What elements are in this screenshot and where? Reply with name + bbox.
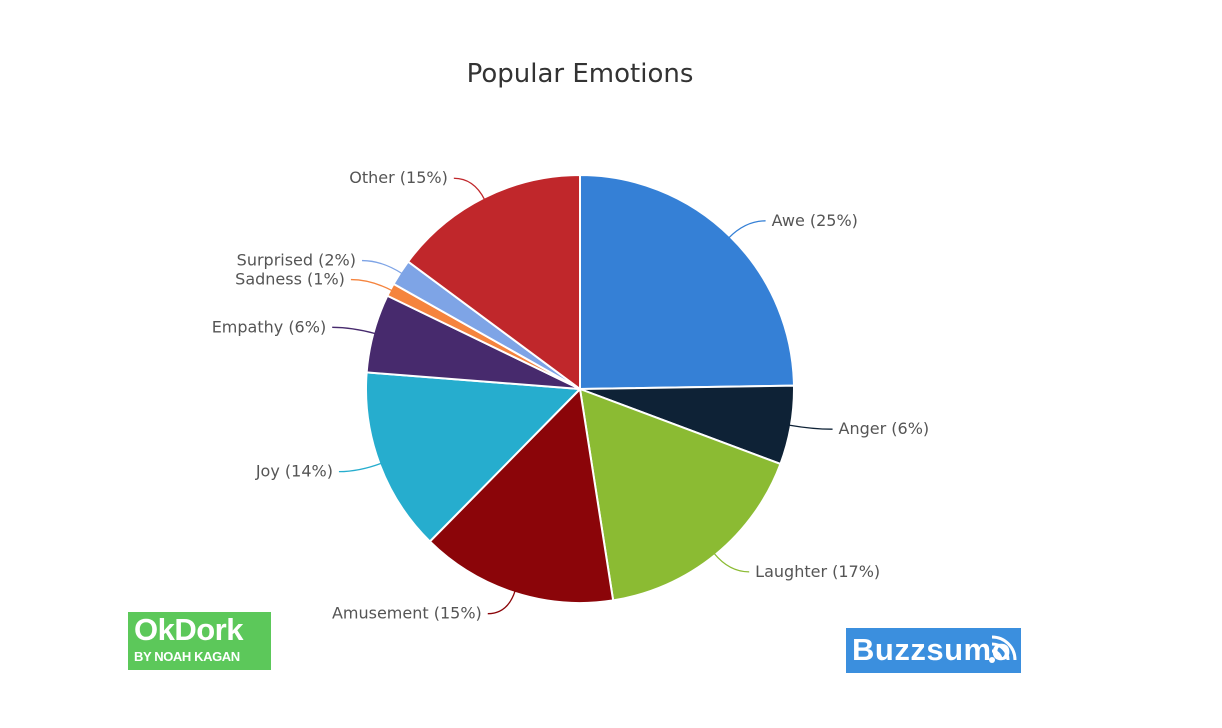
label-joy: Joy (14%): [255, 462, 333, 481]
buzzsumo-logo-word: Buzzsumo: [852, 632, 1011, 667]
connector-empathy: [332, 326, 376, 335]
label-sadness: Sadness (1%): [235, 270, 345, 289]
connector-sadness: [350, 278, 393, 292]
okdork-logo-sub: BY NOAH KAGAN: [134, 649, 240, 664]
slice-labels: Awe (25%) Anger (6%) Laughter (17%) Amuseme…: [212, 168, 929, 622]
label-amusement: Amusement (15%): [332, 604, 482, 623]
label-other: Other (15%): [349, 168, 448, 187]
buzzsumo-logo: Buzzsumo: [846, 628, 1021, 673]
connector-anger: [788, 424, 833, 430]
label-anger: Anger (6%): [839, 419, 930, 438]
connector-amusement: [487, 590, 516, 615]
pie-slice-awe: [579, 173, 795, 391]
connector-other: [453, 177, 486, 200]
pie-slices: [365, 173, 795, 604]
connector-surprised: [362, 259, 403, 275]
okdork-logo: OkDork BY NOAH KAGAN: [128, 612, 271, 670]
label-awe: Awe (25%): [772, 211, 858, 230]
label-surprised: Surprised (2%): [237, 251, 356, 270]
label-connectors: [332, 177, 833, 615]
connector-laughter: [713, 552, 750, 573]
label-empathy: Empathy (6%): [212, 317, 327, 336]
connector-joy: [338, 462, 382, 473]
signal-waves-icon: [989, 635, 1017, 663]
okdork-logo-main: OkDork: [134, 612, 243, 647]
connector-awe: [728, 220, 766, 239]
chart-title: Popular Emotions: [467, 59, 694, 89]
label-laughter: Laughter (17%): [755, 562, 880, 581]
